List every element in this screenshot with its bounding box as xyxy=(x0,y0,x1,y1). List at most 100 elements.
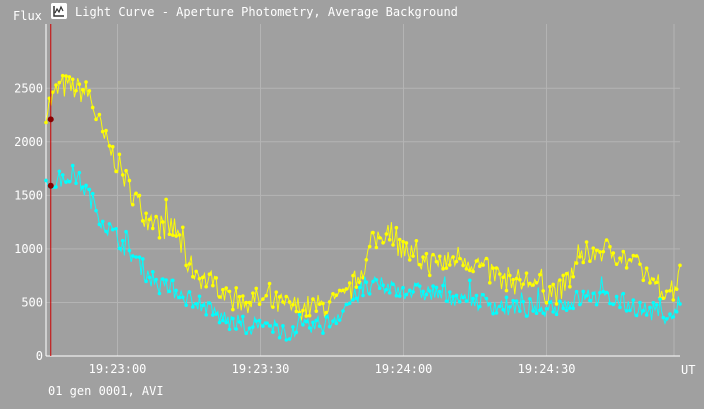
series-point xyxy=(554,312,559,317)
series-point xyxy=(341,309,345,313)
series-point xyxy=(417,284,422,288)
series-point xyxy=(621,249,626,254)
series-point xyxy=(467,268,472,273)
series-point xyxy=(588,259,592,264)
series-point xyxy=(134,255,138,259)
series-point xyxy=(301,322,305,327)
series-point xyxy=(171,278,175,283)
series-point xyxy=(287,300,292,304)
series-point xyxy=(471,296,475,301)
y-tick-label: 2000 xyxy=(14,135,43,149)
series-point xyxy=(601,289,606,294)
x-tick-label: 19:24:00 xyxy=(375,362,433,376)
series-point xyxy=(518,309,522,313)
series-point xyxy=(231,316,235,321)
series-point xyxy=(394,293,399,298)
series-point xyxy=(447,263,452,267)
series-point xyxy=(174,234,178,238)
series-point xyxy=(124,168,128,173)
series-point xyxy=(678,302,682,306)
series-point xyxy=(518,277,522,282)
series-point xyxy=(247,326,252,330)
series-point xyxy=(641,309,646,313)
series-point xyxy=(498,304,502,309)
series-point xyxy=(467,278,472,283)
series-point xyxy=(584,240,589,244)
series-point xyxy=(411,290,415,294)
series-point xyxy=(327,324,332,329)
series-point xyxy=(417,262,422,267)
series-point xyxy=(651,277,656,282)
series-point xyxy=(371,230,375,235)
series-point xyxy=(217,295,222,299)
series-point xyxy=(531,283,535,287)
series-point xyxy=(387,291,392,295)
series-point xyxy=(521,282,525,286)
series-point xyxy=(484,296,489,301)
series-point xyxy=(284,338,289,342)
series-point xyxy=(221,318,225,323)
series-point xyxy=(94,208,98,213)
series-point xyxy=(244,331,249,336)
series-point xyxy=(634,254,639,258)
series-point xyxy=(534,311,539,316)
series-point xyxy=(204,312,208,317)
series-point xyxy=(130,202,135,207)
series-point xyxy=(374,278,379,282)
series-point xyxy=(57,80,62,85)
series-point xyxy=(181,225,185,230)
series-point xyxy=(44,178,48,183)
series-point xyxy=(364,280,369,285)
series-point xyxy=(638,262,642,266)
series-point xyxy=(558,278,562,282)
series-point xyxy=(314,318,319,323)
series-point xyxy=(167,289,172,294)
series-point xyxy=(110,144,115,149)
series-point xyxy=(261,324,265,328)
series-point xyxy=(140,219,145,223)
title-bar: Light Curve - Aperture Photometry, Avera… xyxy=(0,0,704,26)
series-point xyxy=(321,301,325,306)
series-point xyxy=(154,277,158,282)
series-point xyxy=(514,299,519,303)
series-point xyxy=(431,284,435,288)
series-point xyxy=(194,302,198,306)
series-point xyxy=(201,303,205,308)
series-point xyxy=(231,307,235,312)
series-point xyxy=(564,271,569,276)
series-point xyxy=(461,295,465,300)
series-point xyxy=(224,320,228,325)
series-point xyxy=(614,262,619,267)
series-point xyxy=(414,238,419,243)
series-point xyxy=(60,173,65,177)
series-point xyxy=(494,311,499,315)
series-point xyxy=(297,312,302,317)
series-point xyxy=(407,288,412,293)
series-point xyxy=(457,299,462,304)
series-point xyxy=(477,304,482,309)
series-point xyxy=(224,286,228,290)
series-point xyxy=(264,321,269,326)
series-point xyxy=(554,302,559,306)
x-tick-label: 19:23:30 xyxy=(232,362,290,376)
series-point xyxy=(397,237,402,242)
series-point xyxy=(277,335,282,340)
series-point xyxy=(177,295,182,300)
series-point xyxy=(431,252,435,257)
series-point xyxy=(434,259,439,264)
series-point xyxy=(140,257,145,261)
series-point xyxy=(294,309,299,314)
series-point xyxy=(534,281,539,285)
series-point xyxy=(578,302,582,307)
series-point xyxy=(137,255,142,259)
series-point xyxy=(84,80,88,84)
current-frame-point xyxy=(47,182,54,189)
series-point xyxy=(374,245,379,250)
series-point xyxy=(531,309,535,313)
series-point xyxy=(524,314,529,318)
series-point xyxy=(538,272,542,277)
series-point xyxy=(54,83,58,87)
series-point xyxy=(207,301,212,305)
series-point xyxy=(167,232,172,237)
